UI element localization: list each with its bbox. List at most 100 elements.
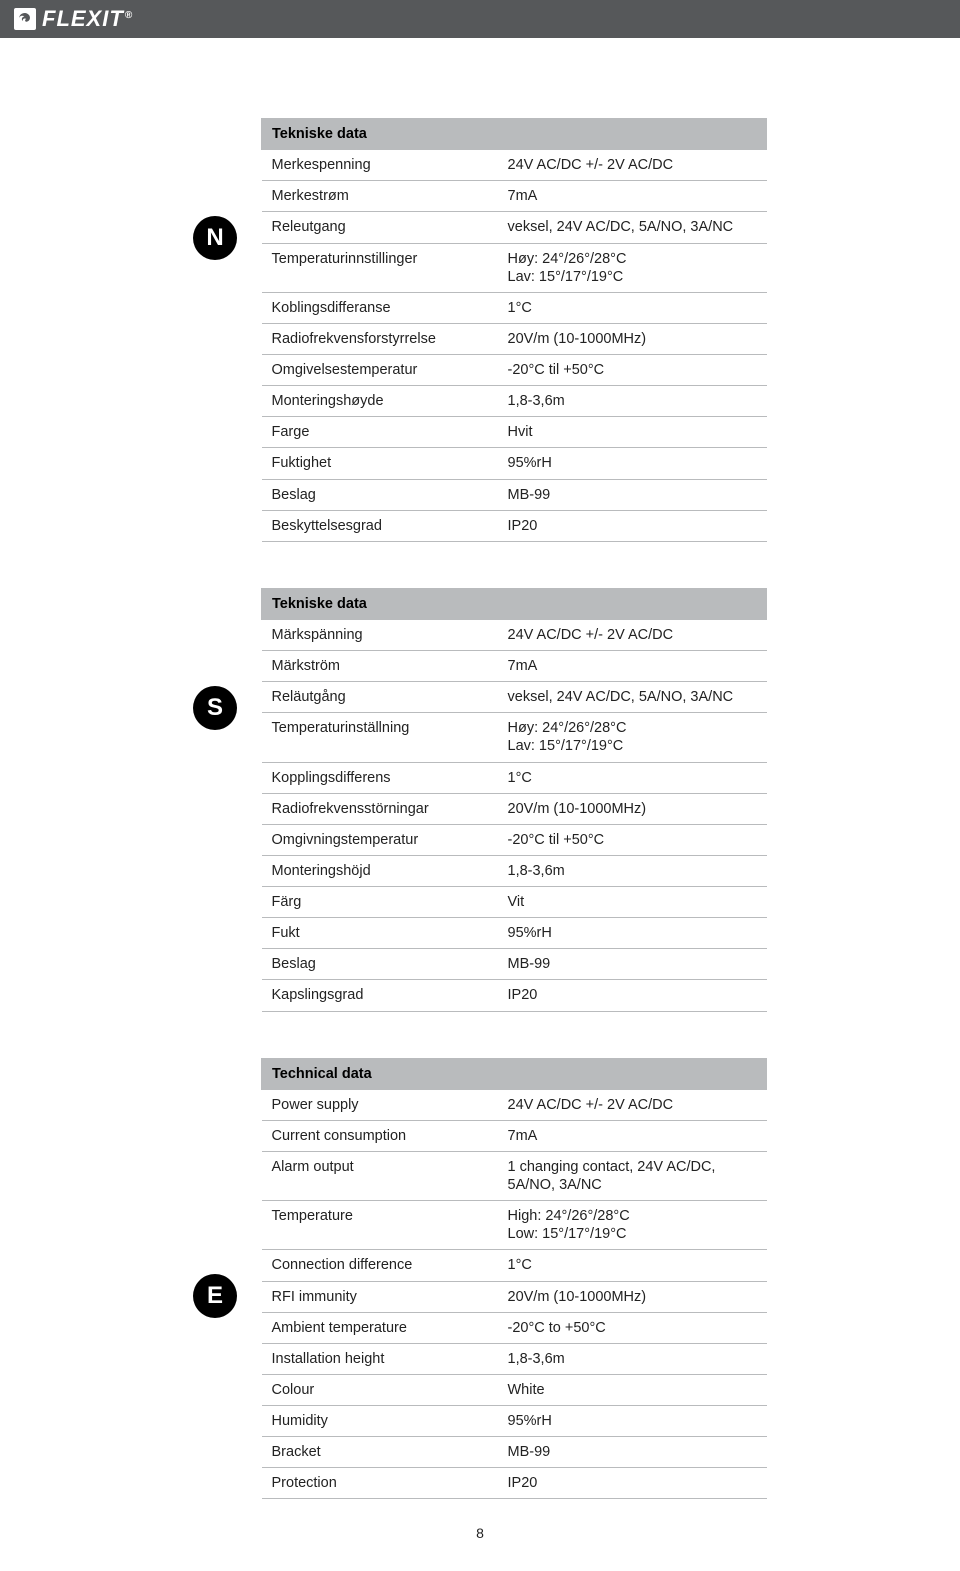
table-row: Humidity95%rH	[262, 1406, 767, 1437]
spec-value: High: 24°/26°/28°C Low: 15°/17°/19°C	[498, 1201, 767, 1250]
brand-logo-mark	[14, 8, 36, 30]
brand-name: FLEXIT®	[42, 6, 133, 32]
spec-label: Ambient temperature	[262, 1312, 498, 1343]
brand-logo: FLEXIT®	[14, 6, 133, 32]
table-row: BeslagMB-99	[262, 949, 767, 980]
spec-value: Hvit	[498, 417, 767, 448]
spec-label: Fuktighet	[262, 448, 498, 479]
spec-value: 95%rH	[498, 1406, 767, 1437]
spec-label: Temperature	[262, 1201, 498, 1250]
spec-value: 7mA	[498, 651, 767, 682]
language-badge-e: E	[193, 1274, 237, 1318]
table-row: TemperatureHigh: 24°/26°/28°C Low: 15°/1…	[262, 1201, 767, 1250]
table-row: RFI immunity20V/m (10-1000MHz)	[262, 1281, 767, 1312]
spec-value: White	[498, 1374, 767, 1405]
spec-value: IP20	[498, 510, 767, 541]
spec-label: Omgivelsestemperatur	[262, 355, 498, 386]
spec-table-n: Tekniske data Merkespenning24V AC/DC +/-…	[261, 118, 767, 542]
spec-value: -20°C to +50°C	[498, 1312, 767, 1343]
spec-label: Releutgang	[262, 212, 498, 243]
spec-block-n: N Tekniske data Merkespenning24V AC/DC +…	[193, 118, 767, 542]
table-row: Releutgangveksel, 24V AC/DC, 5A/NO, 3A/N…	[262, 212, 767, 243]
table-row: Kopplingsdifferens1°C	[262, 762, 767, 793]
spec-label: Installation height	[262, 1343, 498, 1374]
spec-label: Färg	[262, 887, 498, 918]
table-row: Merkespenning24V AC/DC +/- 2V AC/DC	[262, 150, 767, 181]
table-row: BeslagMB-99	[262, 479, 767, 510]
spec-value: 95%rH	[498, 448, 767, 479]
table-row: BeskyttelsesgradIP20	[262, 510, 767, 541]
table-row: Märkspänning24V AC/DC +/- 2V AC/DC	[262, 619, 767, 650]
spec-label: Kopplingsdifferens	[262, 762, 498, 793]
spec-value: Høy: 24°/26°/28°C Lav: 15°/17°/19°C	[498, 243, 767, 292]
spec-value: 24V AC/DC +/- 2V AC/DC	[498, 150, 767, 181]
spec-label: Temperaturinställning	[262, 713, 498, 762]
spec-label: Bracket	[262, 1437, 498, 1468]
spec-label: Omgivningstemperatur	[262, 824, 498, 855]
table-row: FargeHvit	[262, 417, 767, 448]
spec-value: 24V AC/DC +/- 2V AC/DC	[498, 619, 767, 650]
brand-header: FLEXIT®	[0, 0, 960, 38]
spec-label: Humidity	[262, 1406, 498, 1437]
spec-label: Protection	[262, 1468, 498, 1499]
spec-value: 20V/m (10-1000MHz)	[498, 793, 767, 824]
spec-label: Beslag	[262, 949, 498, 980]
spec-value: 20V/m (10-1000MHz)	[498, 1281, 767, 1312]
spec-value: 1°C	[498, 1250, 767, 1281]
table-row: ProtectionIP20	[262, 1468, 767, 1499]
table-row: FärgVit	[262, 887, 767, 918]
spec-label: RFI immunity	[262, 1281, 498, 1312]
spec-value: 1 changing contact, 24V AC/DC, 5A/NO, 3A…	[498, 1151, 767, 1200]
spec-value: 7mA	[498, 1120, 767, 1151]
page-number: 8	[476, 1525, 484, 1541]
spec-value: 1,8-3,6m	[498, 1343, 767, 1374]
table-row: ColourWhite	[262, 1374, 767, 1405]
table-row: Omgivelsestemperatur-20°C til +50°C	[262, 355, 767, 386]
spec-value: 1,8-3,6m	[498, 386, 767, 417]
spec-label: Märkspänning	[262, 619, 498, 650]
spec-value: 1°C	[498, 292, 767, 323]
table-row: TemperaturinställningHøy: 24°/26°/28°C L…	[262, 713, 767, 762]
spec-value: 7mA	[498, 181, 767, 212]
spec-value: Vit	[498, 887, 767, 918]
table-row: Alarm output1 changing contact, 24V AC/D…	[262, 1151, 767, 1200]
language-badge-n: N	[193, 216, 237, 260]
spec-label: Monteringshöjd	[262, 855, 498, 886]
spec-label: Connection difference	[262, 1250, 498, 1281]
table-row: Power supply24V AC/DC +/- 2V AC/DC	[262, 1089, 767, 1120]
spec-label: Märkström	[262, 651, 498, 682]
spec-value: Høy: 24°/26°/28°C Lav: 15°/17°/19°C	[498, 713, 767, 762]
spec-value: IP20	[498, 1468, 767, 1499]
table-row: Fukt95%rH	[262, 918, 767, 949]
table-row: Current consumption7mA	[262, 1120, 767, 1151]
table-row: BracketMB-99	[262, 1437, 767, 1468]
spec-value: MB-99	[498, 479, 767, 510]
table-row: KapslingsgradIP20	[262, 980, 767, 1011]
spec-label: Current consumption	[262, 1120, 498, 1151]
table-row: Merkestrøm7mA	[262, 181, 767, 212]
spec-value: veksel, 24V AC/DC, 5A/NO, 3A/NC	[498, 212, 767, 243]
spec-value: MB-99	[498, 1437, 767, 1468]
spec-label: Koblingsdifferanse	[262, 292, 498, 323]
swirl-icon	[17, 11, 33, 27]
spec-label: Merkestrøm	[262, 181, 498, 212]
table-row: Ambient temperature-20°C to +50°C	[262, 1312, 767, 1343]
spec-label: Alarm output	[262, 1151, 498, 1200]
table-row: Installation height1,8-3,6m	[262, 1343, 767, 1374]
table-row: Monteringshöjd1,8-3,6m	[262, 855, 767, 886]
spec-value: MB-99	[498, 949, 767, 980]
spec-label: Fukt	[262, 918, 498, 949]
spec-block-e: E Technical data Power supply24V AC/DC +…	[193, 1058, 767, 1500]
table-row: Märkström7mA	[262, 651, 767, 682]
spec-value: IP20	[498, 980, 767, 1011]
spec-value: 1,8-3,6m	[498, 855, 767, 886]
spec-label: Colour	[262, 1374, 498, 1405]
table-row: Radiofrekvensstörningar20V/m (10-1000MHz…	[262, 793, 767, 824]
spec-value: -20°C til +50°C	[498, 824, 767, 855]
spec-label: Temperaturinnstillinger	[262, 243, 498, 292]
spec-label: Monteringshøyde	[262, 386, 498, 417]
table-row: Reläutgångveksel, 24V AC/DC, 5A/NO, 3A/N…	[262, 682, 767, 713]
table-row: Omgivningstemperatur-20°C til +50°C	[262, 824, 767, 855]
spec-value: 24V AC/DC +/- 2V AC/DC	[498, 1089, 767, 1120]
spec-label: Farge	[262, 417, 498, 448]
